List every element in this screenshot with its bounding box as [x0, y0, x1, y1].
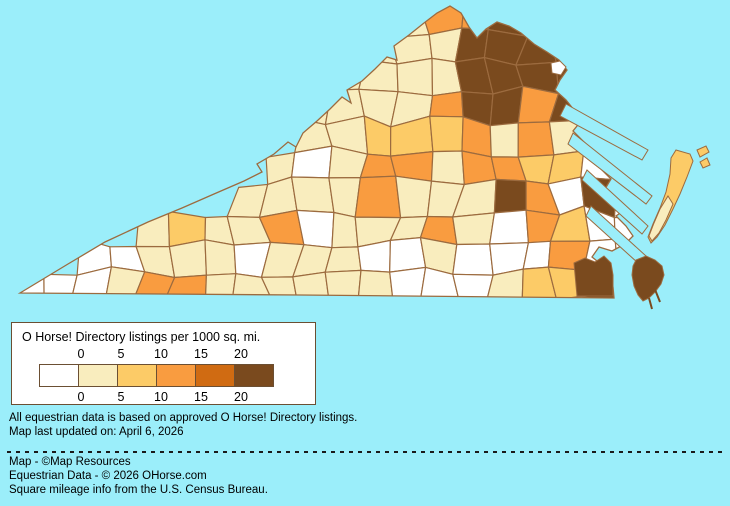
- county-cell: [387, 6, 431, 39]
- county-cell: [356, 34, 398, 65]
- county-cell: [292, 87, 333, 126]
- legend-swatch: [156, 364, 196, 387]
- legend-tick-top: 0: [77, 347, 85, 361]
- shore-island: [699, 157, 711, 169]
- legend-tick-bottom: 10: [154, 390, 168, 404]
- eastern-shore-lower: [648, 195, 674, 242]
- county-cell: [135, 210, 171, 248]
- dashed-separator: [7, 451, 723, 453]
- virginia-county-choropleth-map: [17, 5, 711, 310]
- county-cell: [43, 273, 78, 298]
- legend-swatch: [78, 364, 118, 387]
- legend-tick-top: 20: [234, 347, 248, 361]
- county-cell: [429, 115, 464, 153]
- arlington-county: [550, 60, 567, 76]
- data-credit: Equestrian Data - © 2026 OHorse.com: [9, 470, 207, 482]
- county-cell: [493, 178, 527, 214]
- county-cell: [389, 236, 427, 273]
- county-cell: [429, 91, 464, 118]
- county-cell: [521, 266, 558, 298]
- legend-tick-top: 5: [117, 347, 125, 361]
- county-cell: [395, 175, 433, 219]
- legend-tick-bottom: 20: [234, 390, 248, 404]
- legend-swatch: [117, 364, 157, 387]
- legend-box: O Horse! Directory listings per 1000 sq.…: [11, 322, 316, 405]
- river: [567, 132, 653, 205]
- legend-swatch: [234, 364, 274, 387]
- shore-island: [696, 145, 710, 158]
- county-cell: [522, 240, 552, 270]
- legend-color-scale: [39, 364, 274, 387]
- county-cell: [354, 175, 402, 219]
- county-cell: [452, 212, 496, 246]
- county-cell: [357, 269, 395, 298]
- legend-title: O Horse! Directory listings per 1000 sq.…: [22, 330, 261, 344]
- legend-tick-top: 10: [154, 347, 168, 361]
- county-cell: [324, 246, 362, 273]
- barrier-spit: [648, 281, 661, 310]
- chesapeake-area: [573, 255, 614, 297]
- county-cell: [260, 276, 298, 298]
- legend-swatch: [195, 364, 235, 387]
- county-cell: [430, 150, 465, 186]
- county-cell: [290, 176, 335, 214]
- county-cell: [454, 27, 489, 63]
- county-cell: [452, 273, 494, 298]
- legend-tick-top: 15: [194, 347, 208, 361]
- county-cell: [517, 121, 555, 158]
- county-cell: [292, 271, 331, 298]
- county-cell: [68, 265, 113, 298]
- census-credit: Square mileage info from the U.S. Census…: [9, 484, 268, 496]
- county-cell: [389, 266, 427, 298]
- river: [559, 103, 649, 161]
- county-cell: [396, 57, 434, 97]
- county-cell: [331, 211, 359, 249]
- county-cell: [204, 239, 237, 276]
- map-credit: Map - ©Map Resources: [9, 456, 131, 468]
- last-updated: Map last updated on: April 6, 2026: [9, 426, 184, 438]
- state-outline: [17, 5, 634, 299]
- county-cell: [324, 269, 362, 298]
- county-cell: [20, 271, 45, 298]
- county-cell: [204, 273, 237, 298]
- data-disclaimer: All equestrian data is based on approved…: [9, 412, 358, 424]
- river: [581, 169, 649, 235]
- county-cell: [452, 243, 494, 276]
- county-cell: [168, 239, 208, 279]
- county-cell: [461, 6, 494, 31]
- legend-swatch: [39, 364, 79, 387]
- county-cell: [489, 122, 519, 158]
- legend-tick-bottom: 0: [77, 390, 85, 404]
- legend-tick-bottom: 5: [117, 390, 125, 404]
- legend-tick-bottom: 15: [194, 390, 208, 404]
- county-cell: [488, 209, 530, 245]
- county-cells: [20, 6, 633, 298]
- virginia-beach-area: [631, 255, 665, 302]
- county-cell: [486, 268, 524, 298]
